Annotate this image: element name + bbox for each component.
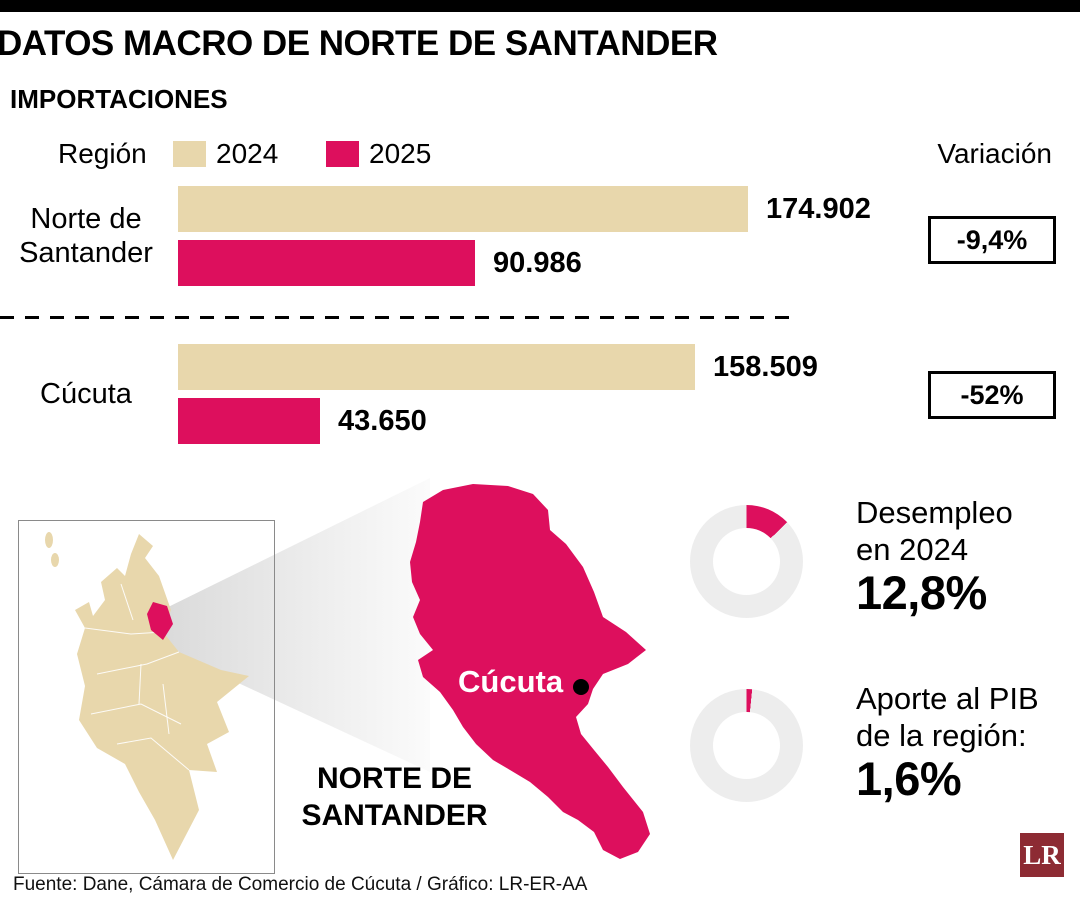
bar-value-cucuta-2024: 158.509 [713,350,818,383]
donut-desempleo [690,505,803,618]
bar-row-nds-2025: 90.986 [178,240,582,286]
colombia-map [45,532,249,860]
cucuta-marker: Cúcuta [458,664,590,700]
dashed-separator [0,316,798,319]
source-credit: Fuente: Dane, Cámara de Comercio de Cúcu… [13,874,588,895]
stat-pib-value: 1,6% [856,752,962,805]
top-black-bar [0,0,1080,12]
legend-label-2024: 2024 [216,138,279,169]
stat-desempleo-value: 12,8% [856,566,987,619]
bar-cucuta-2025 [178,398,320,444]
bar-value-cucuta-2025: 43.650 [338,404,427,437]
stat-desempleo: Desempleo en 2024 12,8% [856,495,1013,619]
bar-row-cucuta-2024: 158.509 [178,344,818,390]
norte-de-santander-shape [410,484,650,859]
bar-row-cucuta-2025: 43.650 [178,398,427,444]
legend-region-label: Región [58,138,147,169]
colombia-silhouette [75,534,249,860]
cucuta-dot [573,679,590,695]
variation-box-nds: -9,4% [928,216,1056,264]
bar-cucuta-2024 [178,344,695,390]
bar-value-nds-2025: 90.986 [493,246,582,279]
bar-row-nds-2024: 174.902 [178,186,871,232]
norte-de-santander-map [410,484,650,859]
category-label-norte-de-santander: Norte de Santander [19,203,153,269]
lr-logo: LR [1020,833,1064,877]
section-title: IMPORTACIONES [10,84,228,114]
donut-pib [690,689,803,802]
page-title: DATOS MACRO DE NORTE DE SANTANDER [0,24,718,63]
cucuta-label: Cúcuta [458,664,564,699]
colombia-map-frame [18,520,275,874]
bar-nds-2024 [178,186,748,232]
variation-box-cucuta: -52% [928,371,1056,419]
bar-nds-2025 [178,240,475,286]
legend-variation-label: Variación [937,138,1052,169]
stat-pib: Aporte al PIB de la región: 1,6% [856,681,1039,805]
legend-swatch-2024 [173,141,206,167]
legend-label-2025: 2025 [369,138,432,169]
norte-de-santander-highlight [147,602,173,640]
legend-swatch-2025 [326,141,359,167]
category-label-cucuta: Cúcuta [40,378,132,410]
chart-legend: Región 2024 2025 Variación [0,138,1080,170]
region-name-label: NORTE DE SANTANDER [301,762,488,832]
bar-value-nds-2024: 174.902 [766,192,871,225]
